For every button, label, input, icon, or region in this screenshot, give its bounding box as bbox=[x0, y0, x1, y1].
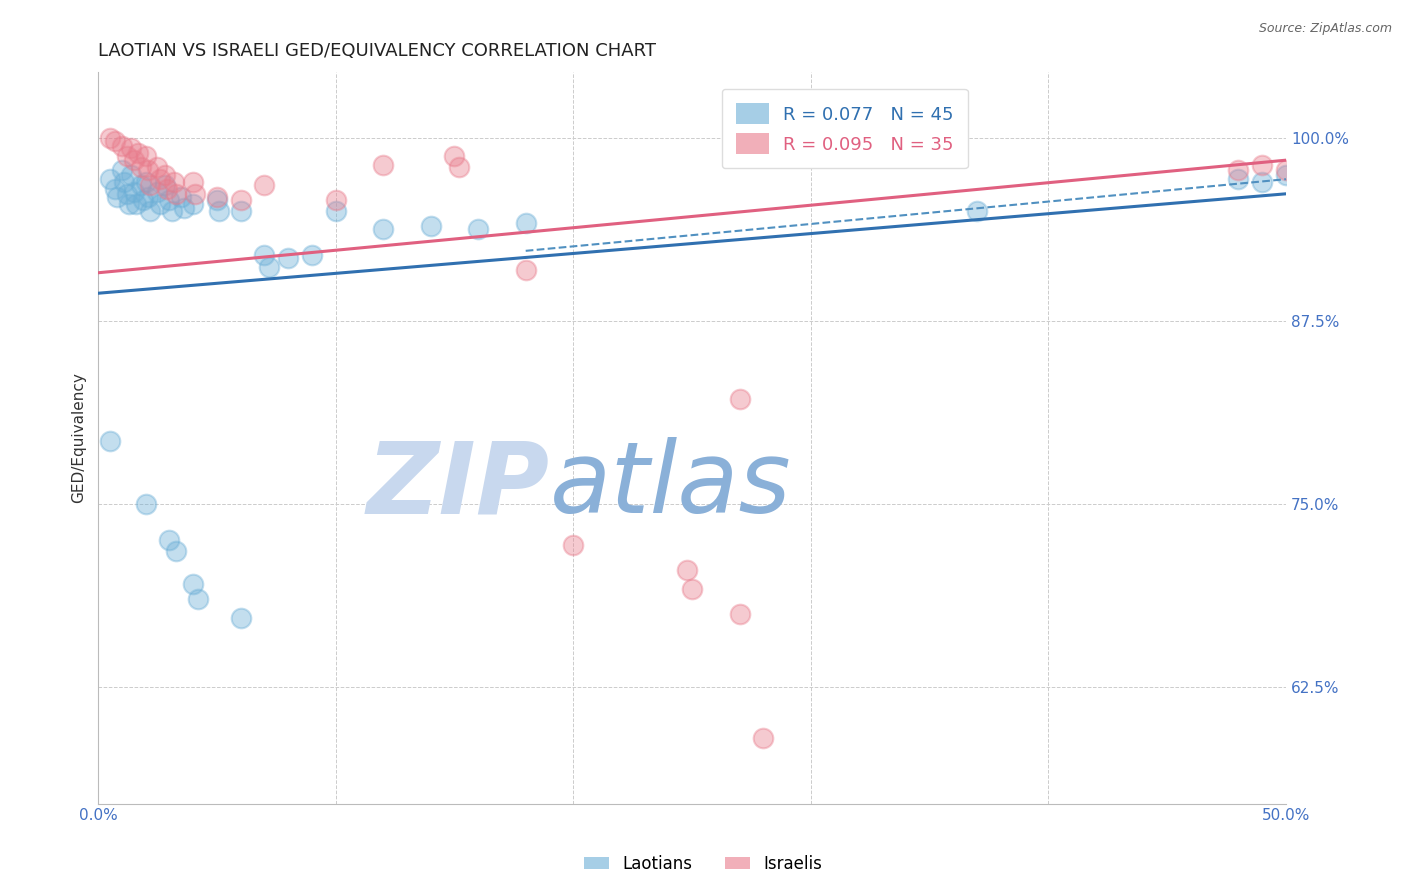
Point bbox=[98, 172, 121, 186]
Point bbox=[1275, 163, 1298, 178]
Point bbox=[181, 197, 204, 211]
Point bbox=[752, 731, 775, 745]
Point bbox=[728, 607, 751, 621]
Point bbox=[253, 178, 276, 192]
Point bbox=[115, 186, 138, 201]
Point bbox=[676, 563, 699, 577]
Point bbox=[165, 543, 187, 558]
Point bbox=[728, 392, 751, 406]
Point bbox=[112, 175, 135, 189]
Point bbox=[156, 182, 179, 196]
Point bbox=[129, 161, 152, 175]
Point bbox=[118, 197, 141, 211]
Text: atlas: atlas bbox=[550, 437, 792, 534]
Point bbox=[325, 204, 347, 219]
Point bbox=[149, 172, 172, 186]
Point bbox=[98, 434, 121, 448]
Point bbox=[681, 582, 703, 596]
Point bbox=[170, 190, 193, 204]
Point bbox=[136, 190, 159, 204]
Point bbox=[135, 149, 157, 163]
Text: LAOTIAN VS ISRAELI GED/EQUIVALENCY CORRELATION CHART: LAOTIAN VS ISRAELI GED/EQUIVALENCY CORRE… bbox=[98, 42, 657, 60]
Point bbox=[157, 533, 180, 548]
Point bbox=[160, 204, 183, 219]
Point bbox=[136, 163, 159, 178]
Point bbox=[157, 193, 180, 207]
Point bbox=[139, 178, 162, 192]
Point bbox=[419, 219, 441, 233]
Point bbox=[111, 163, 134, 178]
Point bbox=[187, 591, 209, 606]
Point bbox=[104, 134, 127, 148]
Point bbox=[120, 141, 142, 155]
Point bbox=[132, 193, 155, 207]
Point bbox=[115, 149, 138, 163]
Point bbox=[122, 153, 145, 168]
Text: ZIP: ZIP bbox=[367, 437, 550, 534]
Point bbox=[205, 193, 228, 207]
Point bbox=[153, 168, 176, 182]
Point bbox=[515, 263, 537, 277]
Point bbox=[1227, 163, 1250, 178]
Point bbox=[562, 538, 585, 552]
Legend: R = 0.077   N = 45, R = 0.095   N = 35: R = 0.077 N = 45, R = 0.095 N = 35 bbox=[721, 89, 969, 169]
Point bbox=[111, 138, 134, 153]
Point bbox=[257, 260, 280, 274]
Point bbox=[139, 204, 162, 219]
Point bbox=[105, 190, 128, 204]
Point bbox=[1275, 168, 1298, 182]
Legend: Laotians, Israelis: Laotians, Israelis bbox=[576, 848, 830, 880]
Point bbox=[120, 168, 142, 182]
Point bbox=[135, 497, 157, 511]
Point bbox=[277, 251, 299, 265]
Point bbox=[1227, 172, 1250, 186]
Point bbox=[184, 186, 207, 201]
Point bbox=[146, 186, 169, 200]
Point bbox=[163, 175, 186, 189]
Point bbox=[122, 186, 145, 200]
Point bbox=[135, 175, 157, 189]
Point bbox=[253, 248, 276, 262]
Point bbox=[449, 161, 471, 175]
Point bbox=[104, 182, 127, 196]
Point bbox=[373, 222, 395, 236]
Point bbox=[181, 175, 204, 189]
Point bbox=[127, 145, 149, 160]
Point bbox=[173, 202, 195, 216]
Point bbox=[515, 216, 537, 230]
Point bbox=[181, 577, 204, 591]
Point bbox=[98, 131, 121, 145]
Point bbox=[146, 161, 169, 175]
Point bbox=[229, 193, 252, 207]
Point bbox=[301, 248, 323, 262]
Point bbox=[966, 204, 988, 219]
Text: Source: ZipAtlas.com: Source: ZipAtlas.com bbox=[1258, 22, 1392, 36]
Point bbox=[165, 186, 187, 201]
Point bbox=[149, 197, 172, 211]
Point bbox=[325, 193, 347, 207]
Point bbox=[229, 204, 252, 219]
Point bbox=[208, 204, 231, 219]
Point bbox=[373, 157, 395, 171]
Y-axis label: GED/Equivalency: GED/Equivalency bbox=[72, 373, 86, 503]
Point bbox=[443, 149, 465, 163]
Point bbox=[129, 178, 152, 192]
Point bbox=[125, 197, 148, 211]
Point bbox=[1251, 175, 1274, 189]
Point bbox=[229, 611, 252, 625]
Point bbox=[467, 222, 489, 236]
Point bbox=[205, 190, 228, 204]
Point bbox=[153, 178, 176, 192]
Point bbox=[1251, 157, 1274, 171]
